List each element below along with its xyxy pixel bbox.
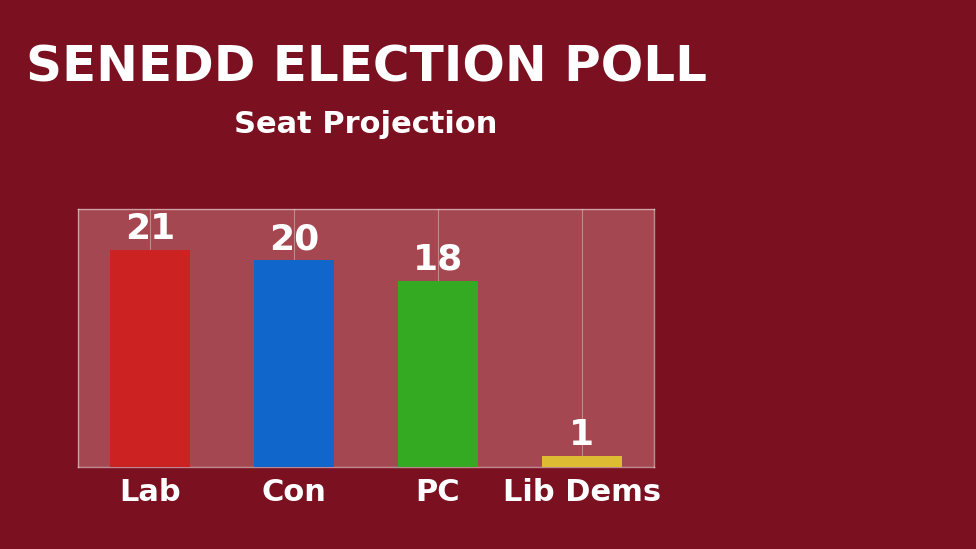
Text: 18: 18 <box>413 243 463 277</box>
Text: Seat Projection: Seat Projection <box>234 110 498 139</box>
Text: 1: 1 <box>569 418 594 452</box>
Text: SENEDD ELECTION POLL: SENEDD ELECTION POLL <box>25 44 707 92</box>
Bar <box>398 281 477 467</box>
Bar <box>110 250 189 467</box>
Bar <box>255 260 334 467</box>
Text: 21: 21 <box>125 212 175 246</box>
Text: 20: 20 <box>269 222 319 256</box>
Bar <box>543 456 622 467</box>
